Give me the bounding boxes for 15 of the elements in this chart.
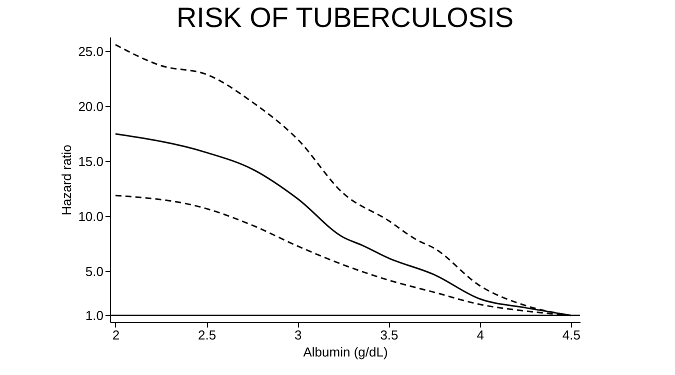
x-tick-label: 3.5 <box>380 328 398 342</box>
x-tick-label: 4.5 <box>562 328 580 342</box>
x-tick-label: 3 <box>294 328 302 342</box>
x-tick-label: 2.5 <box>198 328 216 342</box>
y-tick-label: 1.0 <box>85 308 104 323</box>
y-tick-label: 10.0 <box>78 208 104 224</box>
x-tick-label: 4 <box>476 328 484 342</box>
y-tick-label: 15.0 <box>78 154 104 169</box>
y-tick-label: 25.0 <box>78 44 104 59</box>
x-axis-title: Albumin (g/dL) <box>303 344 388 360</box>
y-tick-label: 5.0 <box>85 264 104 279</box>
y-tick-label: 20.0 <box>78 98 104 114</box>
y-axis-title: Hazard ratio <box>59 144 74 216</box>
chart-title: RISK OF TUBERCULOSIS <box>176 2 514 33</box>
x-tick-label: 2 <box>112 328 120 342</box>
